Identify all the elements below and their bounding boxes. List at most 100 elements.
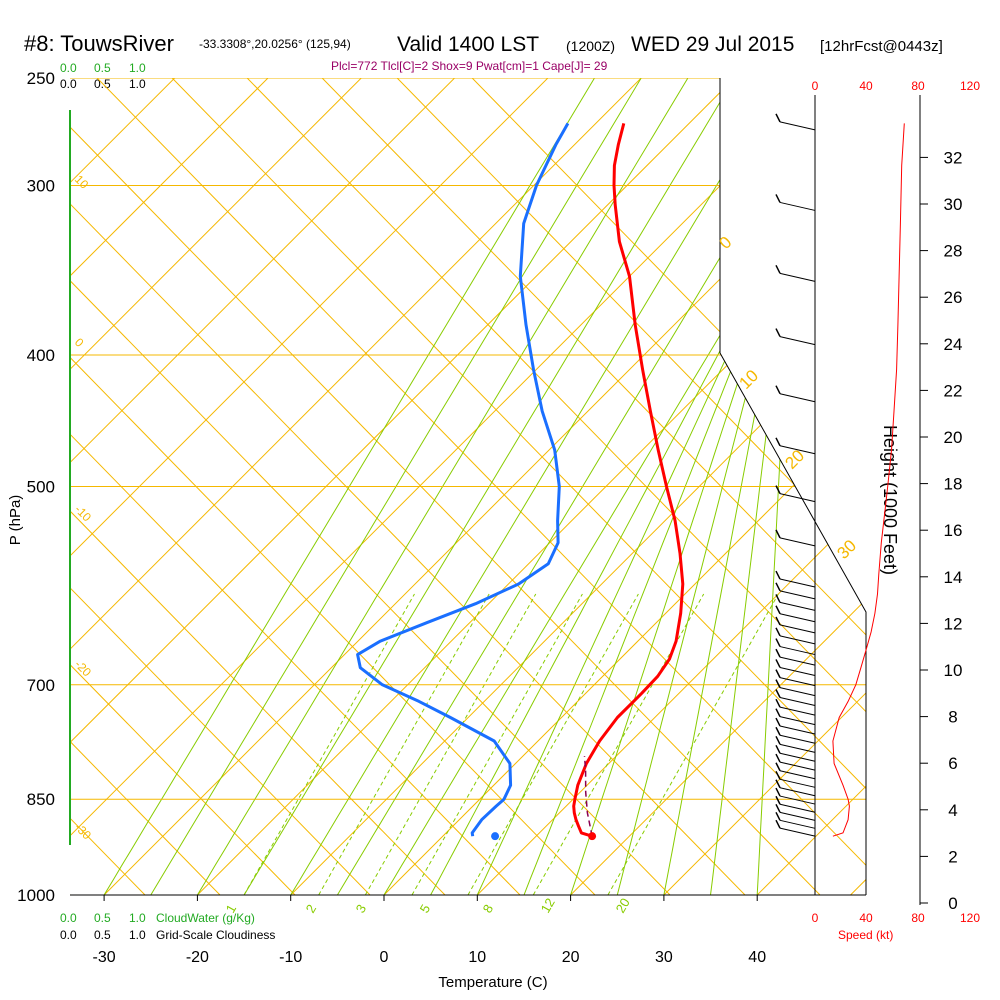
moist-adiabat-line — [103, 78, 595, 895]
pressure-tick-label: 250 — [27, 69, 55, 88]
dry-adiabat-line — [70, 78, 296, 895]
height-tick-label: 24 — [944, 335, 963, 354]
dry-adiabat-guide — [820, 78, 1000, 895]
cloudiness-label: Grid-Scale Cloudiness — [156, 928, 275, 942]
wind-barb — [779, 624, 816, 634]
isotherm-line — [70, 78, 774, 895]
wind-barb — [779, 706, 816, 716]
wind-barb-flag — [775, 638, 781, 647]
speed-panel — [832, 123, 905, 837]
temperature-axis-title: Temperature (C) — [438, 974, 547, 991]
wind-barb-flag — [775, 669, 781, 678]
dry-adiabat-label: -10 — [72, 502, 94, 524]
pressure-tick-label: 300 — [27, 176, 55, 195]
wind-barb — [779, 734, 816, 744]
wind-barb — [779, 590, 816, 600]
height-axis-title: Height (1000 Feet) — [880, 425, 900, 575]
speed-tick: 40 — [859, 911, 873, 925]
wind-barb — [779, 819, 816, 829]
wind-barb-flag — [775, 736, 781, 745]
speed-tick: 0 — [812, 79, 819, 93]
wind-barb-flag — [775, 811, 781, 821]
speed-tick: 120 — [960, 79, 980, 93]
wind-barb-flag — [775, 627, 781, 637]
wind-barb — [779, 803, 816, 813]
wind-barb — [779, 613, 816, 623]
wind-barb-flag — [775, 659, 781, 668]
mixing-ratio-label: 12 — [538, 895, 558, 915]
wind-barb — [779, 121, 816, 131]
wind-barb — [779, 635, 816, 645]
wind-barb — [779, 578, 816, 588]
moist-adiabat-line — [336, 78, 829, 895]
x-tick-label: 20 — [562, 949, 580, 966]
isotherm-line — [634, 78, 866, 895]
height-tick-label: 26 — [944, 288, 963, 307]
wind-barb — [779, 696, 816, 706]
wind-barb-flag — [775, 194, 781, 203]
dewpoint-profile — [356, 122, 570, 837]
cloud-scale-bottom: 0.0 0.5 1.0 CloudWater (g/Kg) 0.0 0.5 1.… — [60, 911, 275, 942]
parcel-path — [583, 756, 593, 837]
dry-adiabat-line — [70, 78, 446, 895]
mixing-ratio-label: 5 — [417, 902, 434, 916]
cloudwater-label: CloudWater (g/Kg) — [156, 911, 255, 925]
cloudiness-tick: 0.5 — [94, 928, 111, 942]
pressure-tick-label: 500 — [27, 478, 55, 497]
wind-barb — [779, 827, 816, 837]
mixing-ratio-label: 3 — [353, 902, 370, 916]
x-tick-label: 30 — [655, 949, 673, 966]
wind-barb — [779, 725, 816, 735]
wind-barb-flag — [775, 795, 781, 805]
x-tick-label: -10 — [279, 949, 302, 966]
dry-adiabat-label: 0 — [72, 335, 87, 350]
cloudiness-tick: 1.0 — [129, 928, 146, 942]
wet-adiabat-label: 10 — [735, 366, 762, 393]
height-tick-label: 14 — [944, 568, 963, 587]
wind-barb-flag — [775, 753, 781, 763]
wind-barb — [779, 761, 816, 771]
wind-barb-flag — [775, 570, 781, 580]
isotherm-line — [70, 78, 307, 895]
station-location: -33.3308°,20.0256° (125,94) — [199, 37, 351, 51]
speed-scale-top: 0 40 80 120 — [812, 79, 981, 93]
pressure-tick-label: 850 — [27, 790, 55, 809]
isotherm-line — [541, 78, 866, 895]
mixing-ratio-line — [318, 593, 490, 895]
isotherm-line — [168, 78, 866, 895]
wind-barb — [779, 687, 816, 697]
wind-barb — [779, 811, 816, 821]
x-tick-label: -30 — [93, 949, 116, 966]
wind-barb-flag — [775, 803, 781, 813]
moist-adiabat-line — [290, 78, 782, 895]
wind-barb — [779, 201, 816, 211]
wind-barb-flag — [775, 529, 781, 539]
speed-tick: 80 — [911, 911, 925, 925]
pressure-tick-label: 1000 — [17, 886, 55, 905]
speed-tick: 120 — [960, 911, 980, 925]
height-tick-label: 22 — [944, 381, 963, 400]
wind-barb-flag — [775, 787, 781, 797]
wind-barb — [779, 752, 816, 762]
speed-tick: 80 — [911, 79, 925, 93]
height-tick-label: 28 — [944, 242, 963, 261]
moist-adiabat-line — [196, 78, 689, 895]
mixing-ratio-line — [411, 593, 583, 895]
wind-barb — [779, 656, 816, 666]
isotherm-line — [70, 78, 866, 895]
sounding-indices: Plcl=772 Tlcl[C]=2 Shox=9 Pwat[cm]=1 Cap… — [331, 59, 608, 73]
dry-adiabat-label: -20 — [72, 657, 94, 679]
isotherm-line — [821, 78, 866, 895]
isotherm-line — [70, 78, 400, 895]
wind-barb-flag — [775, 616, 781, 626]
height-tick-label: 10 — [944, 661, 963, 680]
wind-barb-flag — [775, 726, 781, 736]
x-tick-label: 10 — [468, 949, 486, 966]
cloudwater-tick: 1.0 — [129, 61, 146, 75]
surface-temperature-point — [588, 832, 597, 841]
wind-barbs — [775, 113, 816, 837]
pressure-axis-title: P (hPa) — [7, 495, 24, 546]
height-tick-label: 12 — [944, 614, 963, 633]
cloudwater-tick: 0.5 — [94, 911, 111, 925]
